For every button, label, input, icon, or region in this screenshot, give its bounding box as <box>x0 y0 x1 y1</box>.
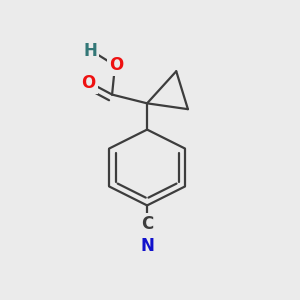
Text: O: O <box>109 56 124 74</box>
Text: O: O <box>82 74 96 92</box>
Text: N: N <box>140 237 154 255</box>
Text: H: H <box>83 42 97 60</box>
Text: C: C <box>141 215 153 233</box>
